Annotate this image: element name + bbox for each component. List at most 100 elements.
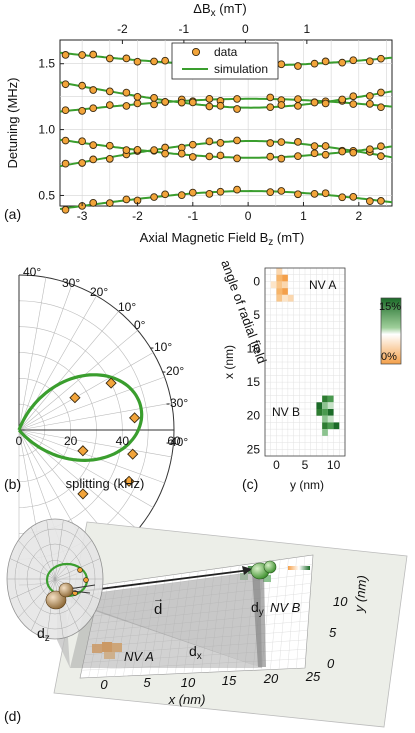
panel-d-d-label: d: [154, 601, 162, 618]
data-point: [122, 88, 131, 97]
angle-label: 10°: [118, 300, 136, 314]
data-point: [150, 57, 158, 66]
polar-spoke: [18, 429, 165, 484]
panel-d-loop-marker: [83, 577, 89, 583]
panel-d-dz-label: dz: [37, 625, 50, 644]
nv-b-cell: [322, 429, 328, 436]
simulation-curve: [59, 189, 393, 210]
panel-c-colorbar-top: 15%: [379, 301, 401, 313]
nv-b-cell: [316, 409, 323, 416]
y-tick-label: 20: [247, 409, 261, 423]
data-point: [150, 100, 158, 109]
data-point: [321, 142, 330, 150]
panel-d-nv-a-sphere: [45, 590, 67, 610]
data-point: [349, 92, 358, 101]
polar-spoke: [18, 429, 154, 508]
data-point: [266, 93, 275, 102]
nv-a-cell: [282, 274, 288, 282]
data-point: [105, 377, 117, 389]
legend-data-label: data: [214, 45, 238, 59]
nv-a-cell: [276, 274, 283, 282]
nv-b-cell: [322, 395, 328, 403]
data-point: [277, 138, 286, 146]
data-point: [89, 104, 98, 113]
data-point: [61, 51, 70, 59]
panel-a-label: (a): [4, 206, 21, 222]
nv-a-cell: [282, 281, 288, 289]
nv-b-cell: [327, 422, 334, 430]
panel-d-d-arrow: →: [153, 593, 164, 605]
panel-d-colorbar: [288, 566, 310, 570]
data-point: [377, 197, 385, 205]
data-point: [349, 193, 358, 201]
data-point: [377, 142, 385, 151]
data-point: [366, 100, 374, 108]
data-point: [377, 54, 385, 63]
data-point: [77, 445, 89, 457]
panel-c-x-axis-title: y (nm): [290, 478, 324, 492]
data-point: [123, 475, 135, 487]
data-point: [338, 58, 347, 67]
panel-d-label: (d): [4, 708, 21, 724]
data-point: [188, 98, 197, 107]
nv-a-cell: [276, 288, 283, 295]
x-tick-label: -2: [132, 209, 143, 223]
panel-a-x-axis-title: Axial Magnetic Field Bz (mT): [140, 230, 305, 248]
data-point: [366, 92, 374, 100]
data-point: [122, 195, 131, 204]
data-point: [78, 51, 86, 59]
simulation-curve: [59, 138, 393, 159]
nv-b-cell: [322, 402, 328, 409]
data-point: [89, 50, 98, 59]
data-point: [366, 57, 374, 66]
y-tick-label: 0: [253, 274, 260, 288]
data-point: [338, 193, 347, 202]
data-point: [321, 57, 330, 66]
data-point: [177, 149, 186, 158]
data-point: [266, 103, 275, 112]
angle-label: 30°: [62, 276, 80, 290]
data-point: [61, 80, 70, 89]
angle-label: -40°: [166, 435, 188, 449]
x-tick-label: 1: [300, 209, 307, 223]
panel-c-ticks: 0 5 10 0 5 10 15 20 25: [247, 274, 341, 472]
data-point: [77, 488, 89, 500]
data-point: [150, 94, 158, 102]
nv-b-cell: [327, 395, 334, 403]
data-point: [105, 141, 114, 150]
nv-b-cell: [327, 415, 334, 423]
polar-spoke: [18, 429, 172, 458]
data-point: [89, 199, 98, 207]
data-point: [216, 101, 225, 110]
data-point: [349, 148, 358, 157]
y-tick-label: 15: [247, 375, 261, 389]
nv-b-pixel: [263, 575, 271, 582]
x-tick-label: 15: [222, 673, 237, 688]
data-point: [310, 149, 319, 158]
panel-b-radial-ticks: 0 20 40 60: [16, 434, 181, 448]
data-point: [277, 101, 286, 109]
simulation-curve: [59, 140, 393, 168]
data-point: [349, 100, 358, 108]
legend-box: [171, 42, 279, 80]
nv-a-cell: [276, 268, 283, 275]
data-point: [150, 146, 158, 154]
data-point: [349, 56, 358, 65]
panel-b-simulation-loop: [17, 373, 144, 463]
data-point: [89, 141, 98, 149]
y-tick-label: 1.0: [38, 123, 55, 137]
data-point: [266, 152, 275, 161]
data-point: [177, 98, 186, 107]
polar-spoke: [18, 330, 138, 431]
data-point: [377, 88, 385, 97]
data-point: [294, 152, 302, 160]
panel-c: 0 5 10 0 5 10 15 20 25 NV A NV B x (nm) y (nm) 1…: [222, 267, 402, 492]
data-point: [122, 54, 131, 63]
top-tick-label: -2: [117, 22, 128, 36]
panel-a: -3 -2 -1 0 1 2 0.5 1.0 1.5 -2 -1 0 1 data simulation…: [4, 1, 393, 248]
nv-a-pixel: [104, 652, 115, 659]
panel-c-colorbar: [380, 297, 402, 365]
y-tick-label: 25: [247, 442, 261, 456]
simulation-curve: [59, 97, 393, 113]
nv-b-cell: [322, 422, 328, 430]
